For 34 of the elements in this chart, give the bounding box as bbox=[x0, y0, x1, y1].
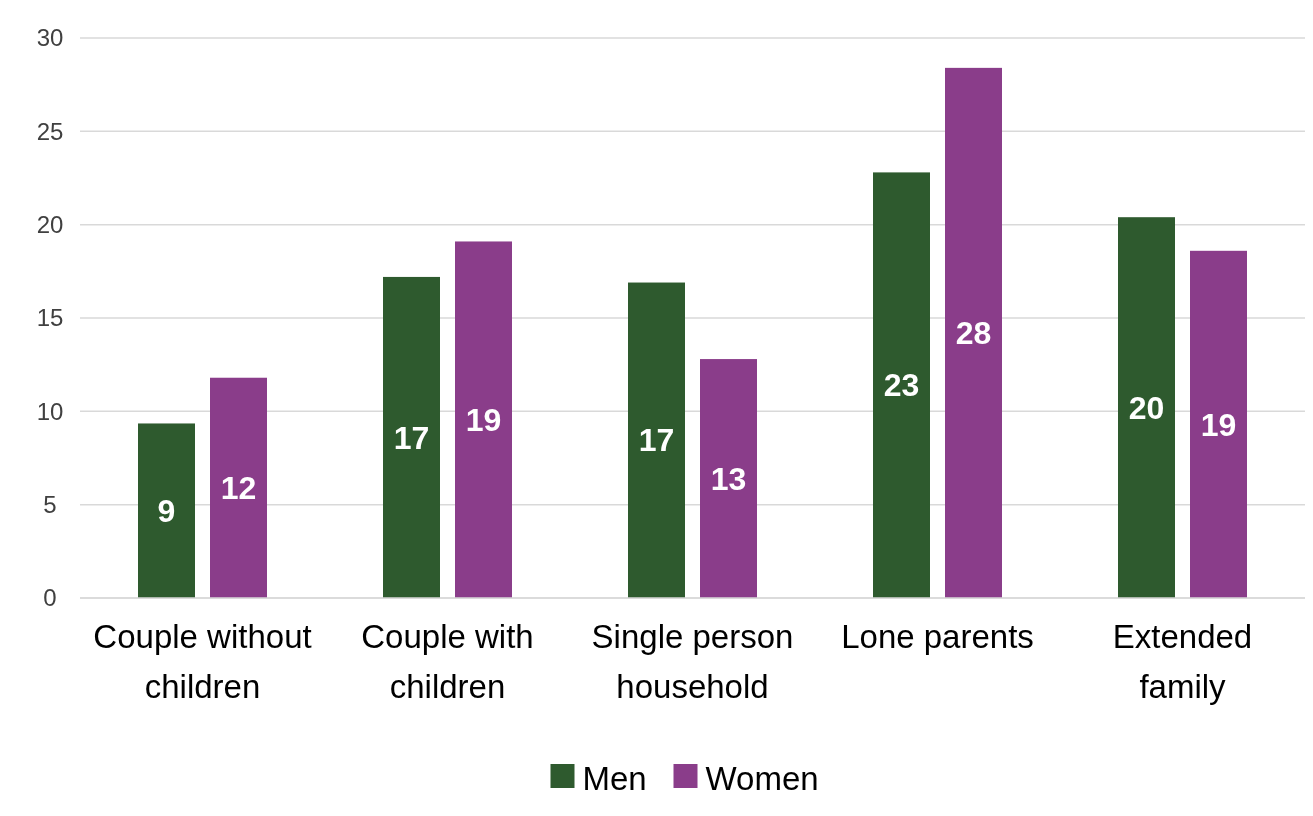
x-tick-label: Extended family bbox=[1112, 618, 1253, 705]
bar bbox=[383, 276, 440, 598]
bar bbox=[138, 423, 195, 598]
data-label: 28 bbox=[955, 315, 992, 352]
y-tick-label: 0 bbox=[43, 584, 57, 612]
bar bbox=[210, 377, 267, 598]
data-label: 23 bbox=[883, 367, 920, 404]
bar bbox=[1118, 217, 1175, 598]
legend-label: Men bbox=[582, 759, 647, 797]
data-label: 12 bbox=[220, 470, 257, 507]
x-tick-label: Couple without children bbox=[93, 618, 312, 705]
y-tick-label: 30 bbox=[36, 24, 64, 52]
x-tick-label: Lone parents bbox=[841, 618, 1034, 655]
x-tick-label: Single person household bbox=[591, 618, 794, 705]
bar bbox=[628, 282, 685, 598]
data-label: 17 bbox=[393, 419, 430, 456]
bar bbox=[945, 67, 1002, 598]
x-tick-label: Couple with children bbox=[361, 618, 534, 705]
y-tick-label: 20 bbox=[36, 211, 64, 239]
bar bbox=[873, 172, 930, 598]
data-label: 20 bbox=[1128, 389, 1165, 426]
data-label: 9 bbox=[157, 492, 176, 529]
legend-label: Women bbox=[705, 759, 819, 797]
y-tick-label: 15 bbox=[36, 304, 64, 332]
y-tick-label: 25 bbox=[36, 117, 64, 145]
bar bbox=[1190, 250, 1247, 598]
y-tick-label: 10 bbox=[36, 397, 64, 425]
bar bbox=[455, 241, 512, 598]
data-label: 17 bbox=[638, 422, 675, 459]
data-label: 13 bbox=[710, 460, 747, 497]
data-label: 19 bbox=[1200, 406, 1237, 443]
y-tick-label: 5 bbox=[43, 491, 57, 519]
data-label: 19 bbox=[465, 401, 502, 438]
bar bbox=[700, 359, 757, 598]
